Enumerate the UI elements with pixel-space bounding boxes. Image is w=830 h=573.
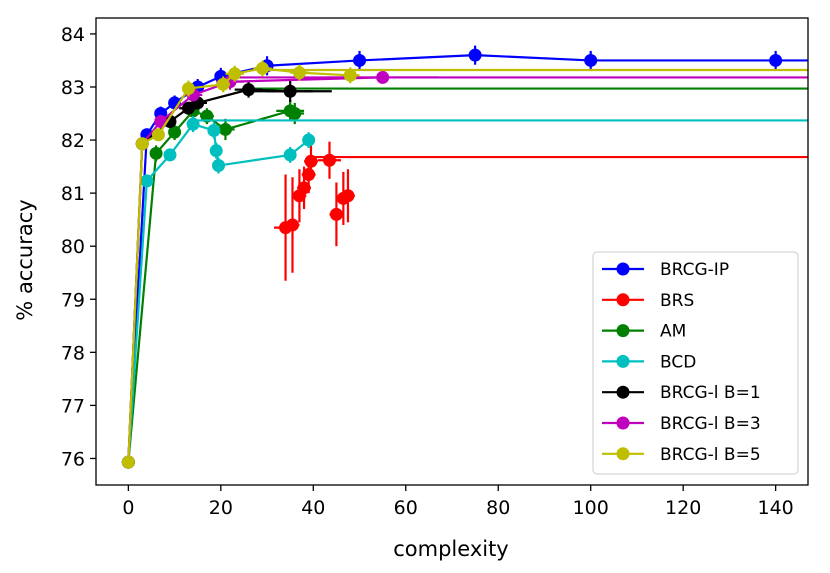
y-tick-label: 76 xyxy=(61,448,85,470)
legend-label: BRCG-l B=3 xyxy=(660,414,761,434)
data-point xyxy=(181,82,195,96)
x-tick-label: 40 xyxy=(301,497,325,519)
data-point xyxy=(207,124,221,138)
x-axis-label: complexity xyxy=(393,537,509,561)
data-point xyxy=(121,455,135,469)
data-point xyxy=(255,61,269,75)
data-point xyxy=(163,114,177,128)
legend-label: BRCG-l B=1 xyxy=(660,383,761,403)
x-tick-label: 60 xyxy=(394,497,418,519)
data-point xyxy=(212,159,226,173)
y-tick-label: 78 xyxy=(61,342,85,364)
axes: 0 20 40 60 80 100 120 140 76 77 78 79 80 81 82 83 84 xyxy=(61,17,809,519)
series-brcg-l-b-5 xyxy=(121,60,808,469)
series-brs xyxy=(274,141,808,281)
legend-marker xyxy=(616,293,630,307)
data-point xyxy=(329,207,343,221)
data-point xyxy=(468,48,482,62)
data-point xyxy=(285,218,299,232)
data-point xyxy=(302,133,316,147)
legend-marker xyxy=(616,416,630,430)
y-tick-label: 80 xyxy=(61,236,85,258)
y-tick-label: 82 xyxy=(61,130,85,152)
x-tick-label: 0 xyxy=(122,497,134,519)
legend-label: BRCG-IP xyxy=(660,260,729,280)
data-point xyxy=(343,68,357,82)
series-bcd xyxy=(121,116,808,469)
data-point xyxy=(218,122,232,136)
data-point xyxy=(163,148,177,162)
data-point xyxy=(149,146,163,160)
data-point xyxy=(341,189,355,203)
plot-marks xyxy=(121,45,808,469)
y-tick-label: 83 xyxy=(61,77,85,99)
data-point xyxy=(283,84,297,98)
y-axis-label: % accuracy xyxy=(13,199,37,320)
data-point xyxy=(584,53,598,67)
y-tick-label: 84 xyxy=(61,24,85,46)
legend-label: BCD xyxy=(660,352,696,372)
series-line xyxy=(127,122,310,463)
series-line xyxy=(127,76,383,463)
data-point xyxy=(168,125,182,139)
legend-marker xyxy=(616,262,630,276)
data-point xyxy=(353,53,367,67)
series-line xyxy=(127,109,296,463)
data-point xyxy=(297,181,311,195)
data-point xyxy=(242,83,256,97)
y-tick-label: 79 xyxy=(61,289,85,311)
data-point xyxy=(302,168,316,182)
legend-label: BRCG-l B=5 xyxy=(660,445,761,465)
data-point xyxy=(216,77,230,91)
y-tick-label: 77 xyxy=(61,395,85,417)
x-tick-label: 20 xyxy=(209,497,233,519)
legend-box xyxy=(592,251,799,475)
legend-marker xyxy=(616,385,630,399)
x-tick-label: 100 xyxy=(573,497,609,519)
data-point xyxy=(228,67,242,81)
legend-marker xyxy=(616,324,630,338)
legend-marker xyxy=(616,354,630,368)
x-tick-label: 80 xyxy=(486,497,510,519)
data-point xyxy=(135,137,149,151)
plot-frame xyxy=(95,17,809,486)
data-point xyxy=(769,53,783,67)
data-point xyxy=(292,66,306,80)
legend-label: BRS xyxy=(660,291,694,311)
x-tick-label: 140 xyxy=(758,497,794,519)
data-point xyxy=(322,153,336,167)
legend-marker xyxy=(616,447,630,461)
data-point xyxy=(186,117,200,131)
y-tick-label: 81 xyxy=(61,183,85,205)
data-point xyxy=(376,70,390,84)
data-point xyxy=(140,174,154,188)
legend-label: AM xyxy=(660,322,686,342)
data-point xyxy=(304,154,318,168)
legend: BRCG-IP BRS AM BCD BRCG-l B=1 BRCG-l B=3 BRCG-… xyxy=(592,251,799,475)
data-point xyxy=(151,128,165,142)
data-point xyxy=(283,148,297,162)
data-point xyxy=(209,144,223,158)
data-point xyxy=(288,107,302,121)
x-tick-label: 120 xyxy=(665,497,701,519)
series-line xyxy=(127,88,291,463)
